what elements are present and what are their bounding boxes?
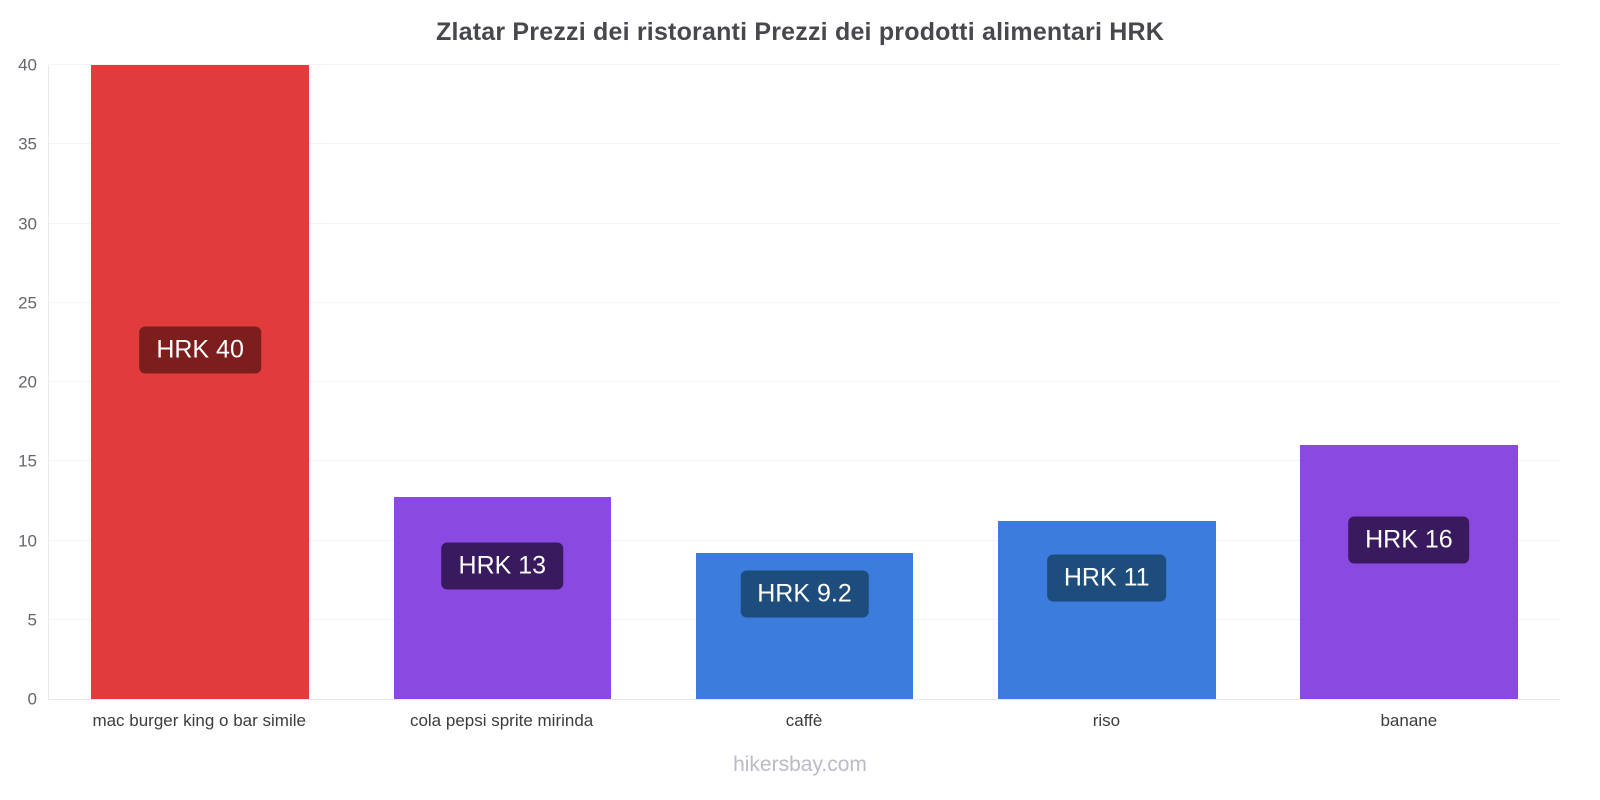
- x-axis-category-label: caffè: [785, 711, 823, 730]
- bar-2: HRK 13: [393, 496, 612, 699]
- gridline: [49, 539, 1560, 541]
- value-badge: HRK 9.2: [740, 570, 869, 618]
- y-axis-tick-label: 25: [18, 293, 37, 313]
- chart-title: Zlatar Prezzi dei ristoranti Prezzi dei …: [435, 18, 1165, 46]
- y-axis-tick-label: 35: [18, 134, 37, 154]
- y-axis-tick-label: 20: [18, 372, 37, 392]
- y-axis-tick-label: 30: [18, 214, 37, 233]
- value-badge: HRK 11: [1046, 554, 1167, 602]
- chart-area: HRK 40 HRK 13 HRK 9.2 HRK 11 HRK 16 0 5 10 15 20…: [18, 57, 1560, 708]
- gridline: [49, 143, 1560, 145]
- value-badge: HRK 13: [441, 542, 564, 590]
- x-axis-category-label: mac burger king o bar simile: [92, 711, 306, 730]
- bars-row: HRK 40 HRK 13 HRK 9.2 HRK 11 HRK 16: [49, 65, 1560, 699]
- y-axis-tick-label: 0: [27, 689, 37, 709]
- y-axis-tick-label: 10: [18, 531, 37, 550]
- bar-column: HRK 11: [956, 65, 1258, 699]
- y-axis-tick-label: 5: [27, 610, 37, 630]
- gridline: [49, 301, 1560, 303]
- bar-3: HRK 9.2: [695, 553, 914, 699]
- bar-5: HRK 16: [1300, 445, 1518, 699]
- watermark-text: hikersbay.com: [733, 753, 867, 776]
- bar-column: HRK 13: [351, 65, 653, 699]
- x-axis-category-label: cola pepsi sprite mirinda: [409, 711, 594, 730]
- bar-column: HRK 40: [49, 65, 351, 699]
- value-badge: HRK 40: [139, 326, 261, 374]
- y-axis-tick-label: 15: [18, 451, 37, 471]
- x-axis-category-label: banane: [1380, 711, 1438, 730]
- bar-column: HRK 9.2: [653, 65, 955, 699]
- bar-column: HRK 16: [1258, 65, 1560, 699]
- gridline: [49, 460, 1560, 462]
- x-axis-category-label: riso: [1092, 711, 1121, 730]
- value-badge: HRK 16: [1348, 516, 1470, 564]
- bar-1: HRK 40: [91, 65, 309, 699]
- gridline: [49, 64, 1560, 65]
- gridline: [49, 222, 1560, 224]
- x-labels: mac burger king o bar simile cola pepsi s…: [48, 700, 1560, 731]
- gridline: [49, 381, 1560, 382]
- y-axis-tick-label: 40: [18, 55, 37, 75]
- bar-4: HRK 11: [997, 521, 1216, 699]
